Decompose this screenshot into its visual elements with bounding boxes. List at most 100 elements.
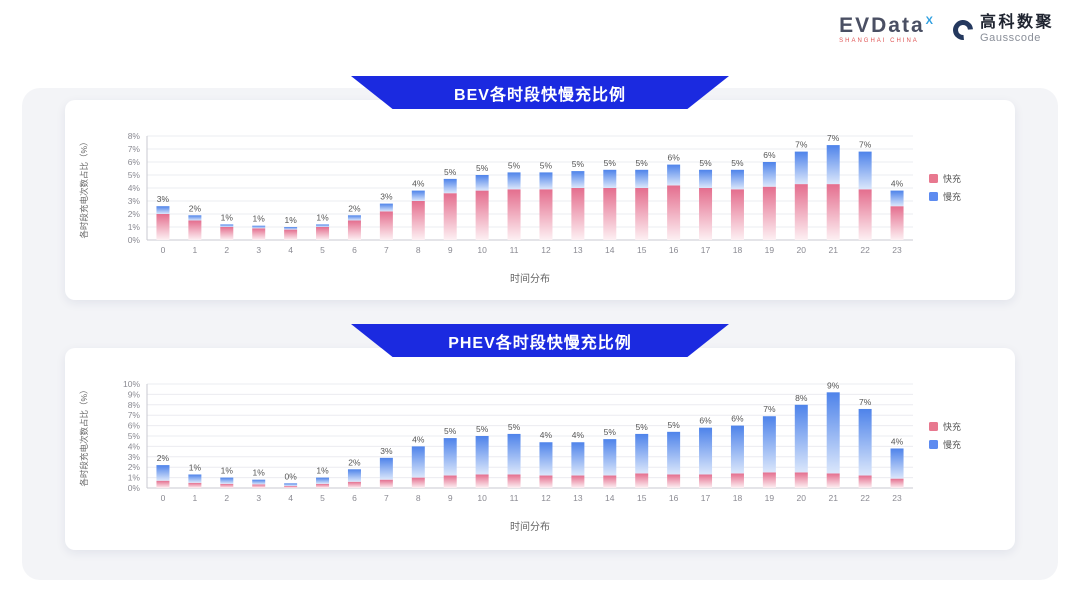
svg-text:6%: 6% <box>763 150 776 160</box>
svg-text:8%: 8% <box>128 400 141 410</box>
svg-text:6%: 6% <box>699 416 712 426</box>
svg-text:时间分布: 时间分布 <box>510 520 550 533</box>
svg-text:5%: 5% <box>128 431 141 441</box>
bar-slow <box>347 215 361 221</box>
bar-fast <box>603 188 617 240</box>
svg-text:1%: 1% <box>189 462 202 472</box>
bar-slow <box>443 438 457 476</box>
svg-text:19: 19 <box>765 493 775 503</box>
svg-text:1: 1 <box>193 245 198 255</box>
svg-text:7%: 7% <box>128 144 141 154</box>
header-logos: EVDataX SHANGHAI CHINA 高科数聚 Gausscode <box>839 14 1054 45</box>
bar-fast <box>826 473 840 488</box>
svg-text:5%: 5% <box>667 420 680 430</box>
svg-text:5: 5 <box>320 245 325 255</box>
svg-text:4%: 4% <box>412 434 425 444</box>
svg-text:3%: 3% <box>157 194 170 204</box>
svg-text:5%: 5% <box>731 158 744 168</box>
svg-text:2%: 2% <box>157 453 170 463</box>
svg-text:9%: 9% <box>827 380 840 390</box>
svg-text:1%: 1% <box>253 214 266 224</box>
svg-text:0%: 0% <box>284 471 297 481</box>
svg-text:5: 5 <box>320 493 325 503</box>
svg-text:20: 20 <box>797 493 807 503</box>
svg-text:2%: 2% <box>128 209 141 219</box>
bar-slow <box>156 206 170 214</box>
bar-slow <box>156 465 170 481</box>
gausscode-g-icon <box>948 15 978 44</box>
legend-swatch-fast <box>929 422 938 431</box>
svg-text:4%: 4% <box>128 441 141 451</box>
svg-text:2%: 2% <box>128 462 141 472</box>
bar-fast <box>252 228 266 240</box>
bar-fast <box>379 479 393 488</box>
bar-slow <box>571 442 585 476</box>
bev-chart-section: BEV各时段快慢充比例 0% 1% 2% 3% 4% 5% 6% 7% 8% 3% 0 2% 1 1% 2 1… <box>65 76 1015 300</box>
svg-text:1%: 1% <box>221 466 234 476</box>
bar-slow <box>316 224 330 227</box>
svg-text:17: 17 <box>701 245 711 255</box>
bar-fast <box>635 188 649 240</box>
bar-fast <box>507 474 521 488</box>
svg-text:7%: 7% <box>763 404 776 414</box>
svg-text:9: 9 <box>448 245 453 255</box>
bar-slow <box>188 215 202 221</box>
bar-slow <box>826 145 840 185</box>
svg-text:10: 10 <box>477 245 487 255</box>
svg-text:3%: 3% <box>380 446 393 456</box>
bar-fast <box>603 475 617 488</box>
bar-fast <box>699 188 713 240</box>
svg-text:4: 4 <box>288 493 293 503</box>
bar-slow <box>603 439 617 476</box>
svg-text:8%: 8% <box>795 393 808 403</box>
bar-fast <box>188 482 202 488</box>
svg-text:4%: 4% <box>891 436 904 446</box>
bar-slow <box>890 448 904 479</box>
bev-chart-card: 0% 1% 2% 3% 4% 5% 6% 7% 8% 3% 0 2% 1 1% 2 1% 3 1% 4 1% 5 2% 6 3… <box>65 100 1015 300</box>
svg-text:快充: 快充 <box>943 173 961 184</box>
svg-text:15: 15 <box>637 493 647 503</box>
bar-slow <box>252 225 266 229</box>
svg-text:10: 10 <box>477 493 487 503</box>
svg-text:2%: 2% <box>348 457 361 467</box>
svg-text:3%: 3% <box>380 192 393 202</box>
bar-slow <box>220 224 234 227</box>
bar-fast <box>156 480 170 488</box>
svg-text:各时段充电次数占比（%）: 各时段充电次数占比（%） <box>79 385 89 486</box>
svg-text:16: 16 <box>669 493 679 503</box>
bar-fast <box>252 484 266 488</box>
bar-fast <box>443 193 457 240</box>
svg-text:21: 21 <box>828 245 838 255</box>
bar-fast <box>220 227 234 240</box>
bar-fast <box>379 211 393 240</box>
svg-text:2%: 2% <box>348 203 361 213</box>
gausscode-name-cn: 高科数聚 <box>979 14 1054 31</box>
svg-text:23: 23 <box>892 493 902 503</box>
svg-text:7%: 7% <box>859 397 872 407</box>
svg-text:4: 4 <box>288 245 293 255</box>
bar-fast <box>762 472 776 488</box>
bar-fast <box>730 473 744 488</box>
bar-slow <box>635 169 649 188</box>
bar-slow <box>730 169 744 190</box>
legend-swatch-slow <box>929 192 938 201</box>
svg-text:9: 9 <box>448 493 453 503</box>
bar-fast <box>411 201 425 240</box>
evdata-logo-subtext: SHANGHAI CHINA <box>839 38 919 45</box>
svg-text:3: 3 <box>256 245 261 255</box>
svg-text:19: 19 <box>765 245 775 255</box>
svg-text:3: 3 <box>256 493 261 503</box>
bar-fast <box>411 477 425 488</box>
bar-slow <box>635 433 649 474</box>
bar-slow <box>858 408 872 476</box>
bar-fast <box>188 220 202 240</box>
svg-text:21: 21 <box>828 493 838 503</box>
bar-slow <box>252 479 266 485</box>
svg-text:0%: 0% <box>128 483 141 493</box>
bar-fast <box>858 475 872 488</box>
bar-slow <box>858 151 872 190</box>
bar-fast <box>699 474 713 488</box>
svg-text:5%: 5% <box>572 159 585 169</box>
bar-slow <box>411 190 425 201</box>
